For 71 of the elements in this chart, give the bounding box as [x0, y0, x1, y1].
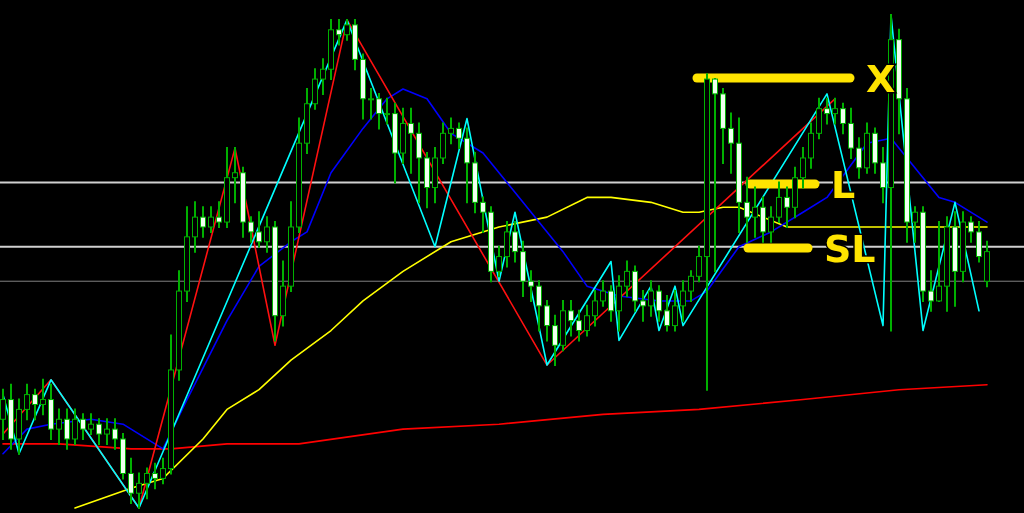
candlestick [32, 387, 38, 422]
candlestick [536, 279, 542, 333]
candlestick [256, 210, 262, 249]
candlestick [208, 205, 214, 234]
candlestick [600, 279, 606, 308]
candlestick [768, 205, 774, 244]
candlestick [584, 303, 590, 338]
candlestick [88, 412, 94, 437]
candlestick [624, 259, 630, 299]
candlestick [192, 200, 198, 254]
candlestick [640, 289, 646, 323]
candlestick [728, 111, 734, 175]
candlestick [56, 407, 62, 446]
candlestick [800, 146, 806, 190]
candlestick [528, 269, 534, 303]
candlestick [144, 466, 150, 501]
candlestick [688, 269, 694, 303]
candlestick [376, 91, 382, 131]
candlestick [712, 77, 718, 274]
candlestick [344, 17, 350, 42]
candlestick [248, 215, 254, 244]
candlestick [928, 269, 934, 313]
candlestick [824, 96, 830, 126]
candlestick [104, 417, 110, 446]
candlestick [64, 407, 70, 451]
candlestick [840, 101, 846, 136]
candlestick [264, 215, 270, 254]
candlestick [448, 116, 454, 146]
candlestick [384, 96, 390, 126]
candlestick [656, 284, 662, 323]
candlestick [320, 57, 326, 96]
candlestick [576, 308, 582, 343]
candlestick [672, 289, 678, 333]
candlestick [776, 180, 782, 225]
candlestick [680, 279, 686, 323]
candlestick [592, 289, 598, 328]
candlestick [664, 294, 670, 333]
candlestick [232, 146, 238, 205]
candlestick [24, 382, 30, 422]
candlestick [752, 185, 758, 239]
candlestick [936, 220, 942, 303]
candlestick [160, 456, 166, 486]
candlestick [696, 244, 702, 284]
candlestick [336, 17, 342, 47]
candlestick [128, 456, 134, 506]
candlestick [784, 185, 790, 229]
candlestick [80, 412, 86, 441]
candlestick [568, 298, 574, 338]
candlestick [456, 121, 462, 151]
candlestick [0, 387, 6, 441]
candlestick [216, 200, 222, 229]
candlestick [648, 279, 654, 318]
candlestick [408, 106, 414, 175]
candlestick [480, 195, 486, 234]
candlestick [968, 215, 974, 244]
candlestick [912, 205, 918, 244]
candlestick [552, 313, 558, 368]
candlestick [72, 407, 78, 446]
candlestick [112, 417, 118, 451]
candlestick [512, 220, 518, 264]
candlestick [856, 136, 862, 180]
candlestick [96, 417, 102, 446]
candlestick [608, 284, 614, 323]
candlestick [744, 175, 750, 244]
candlestick [152, 461, 158, 491]
candlestick [200, 205, 206, 239]
candlestick [544, 298, 550, 343]
candlestick [40, 377, 46, 417]
candlestick [368, 86, 374, 121]
candlestick [496, 244, 502, 279]
candlestick [832, 96, 838, 126]
